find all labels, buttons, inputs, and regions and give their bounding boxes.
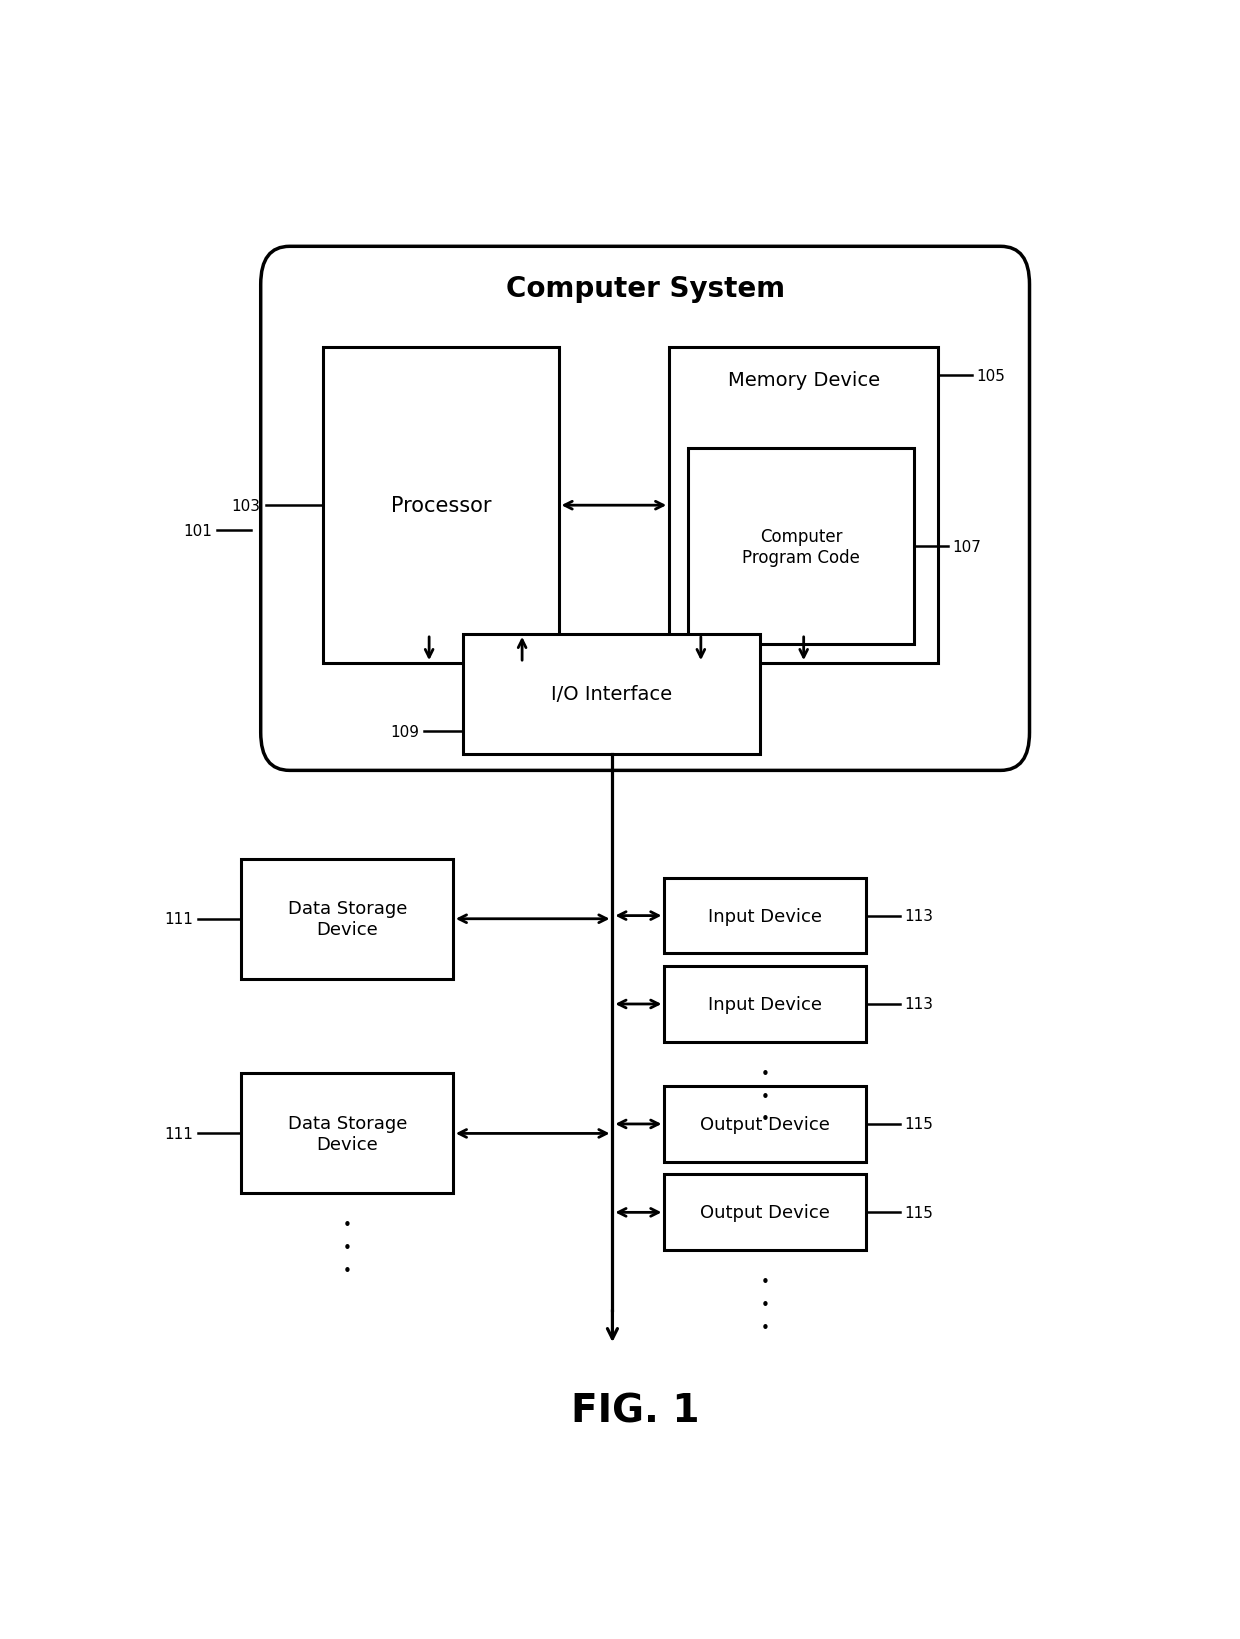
FancyBboxPatch shape (665, 1087, 866, 1162)
FancyBboxPatch shape (670, 347, 939, 664)
FancyBboxPatch shape (665, 1175, 866, 1251)
FancyBboxPatch shape (665, 967, 866, 1042)
Text: •: • (342, 1264, 352, 1278)
Text: I/O Interface: I/O Interface (551, 685, 672, 705)
FancyBboxPatch shape (688, 449, 914, 644)
FancyBboxPatch shape (260, 247, 1029, 770)
Text: 103: 103 (232, 498, 260, 513)
Text: •: • (761, 1296, 770, 1313)
Text: Memory Device: Memory Device (728, 370, 879, 390)
Text: 105: 105 (977, 369, 1006, 384)
Text: •: • (342, 1218, 352, 1233)
Text: 113: 113 (905, 908, 934, 923)
Text: Computer
Program Code: Computer Program Code (743, 528, 861, 567)
Text: 115: 115 (905, 1205, 934, 1219)
Text: 107: 107 (952, 539, 982, 554)
Text: •: • (761, 1088, 770, 1105)
Text: 109: 109 (391, 724, 419, 739)
Text: Processor: Processor (391, 497, 491, 516)
Text: Input Device: Input Device (708, 995, 822, 1013)
Text: •: • (761, 1319, 770, 1334)
Text: Output Device: Output Device (701, 1203, 830, 1221)
Text: 113: 113 (905, 997, 934, 1011)
Text: 111: 111 (165, 1126, 193, 1141)
Text: •: • (342, 1241, 352, 1255)
Text: •: • (761, 1067, 770, 1082)
Text: Output Device: Output Device (701, 1115, 830, 1133)
Text: Data Storage
Device: Data Storage Device (288, 1115, 407, 1154)
FancyBboxPatch shape (324, 347, 558, 664)
Text: •: • (761, 1111, 770, 1126)
Text: •: • (761, 1275, 770, 1290)
Text: FIG. 1: FIG. 1 (572, 1392, 699, 1429)
FancyBboxPatch shape (463, 634, 760, 754)
Text: 115: 115 (905, 1116, 934, 1133)
FancyBboxPatch shape (665, 879, 866, 954)
FancyBboxPatch shape (242, 859, 453, 978)
Text: Data Storage
Device: Data Storage Device (288, 900, 407, 939)
Text: 111: 111 (165, 911, 193, 926)
Text: Computer System: Computer System (506, 275, 785, 303)
FancyBboxPatch shape (242, 1074, 453, 1193)
Text: 101: 101 (184, 523, 213, 539)
Text: Input Device: Input Device (708, 906, 822, 924)
